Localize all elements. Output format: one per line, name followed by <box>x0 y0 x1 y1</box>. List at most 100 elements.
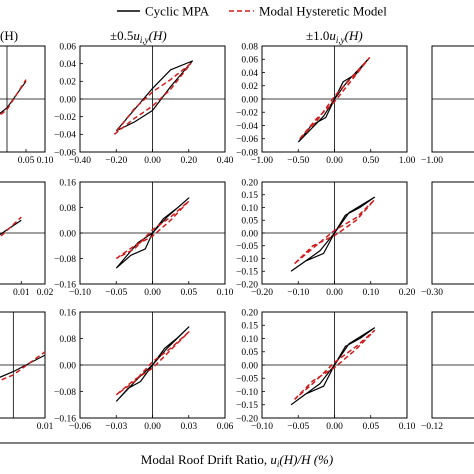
y-tick-label: −0.20 <box>236 280 258 290</box>
column-header-1: ±0.5ui,y(H) <box>110 28 167 45</box>
x-tick-label: −0.05 <box>105 288 127 298</box>
x-tick-label: 0.10 <box>362 288 379 298</box>
x-tick-label: 0.00 <box>326 156 343 166</box>
x-tick-label: −0.10 <box>251 422 273 432</box>
panel-r0c0: 0.05 0.10 <box>0 45 54 166</box>
x-tick-label: −0.03 <box>105 422 127 432</box>
x-tick-label: 0.01 <box>37 422 54 432</box>
y-tick-label: −0.10 <box>236 388 258 398</box>
panel-r2c3: −0.12 <box>421 311 474 432</box>
x-tick-label: 0.02 <box>37 288 54 298</box>
x-tick-label: 0.10 <box>37 156 54 166</box>
panel-r1c2: −0.20 −0.10 0.00 0.10 0.20 −0.20 −0.15 −0.10 −0.… <box>236 178 416 298</box>
y-tick-label: −0.08 <box>54 388 76 398</box>
y-tick-label: 0.15 <box>241 191 258 201</box>
x-tick-label: 0.00 <box>144 422 161 432</box>
series-cyclic-mpa <box>0 80 27 114</box>
series-modal-hysteretic-model <box>0 216 22 239</box>
series-group <box>113 60 193 135</box>
x-tick-label: −0.30 <box>421 288 443 298</box>
y-tick-label: 0.00 <box>59 95 76 105</box>
x-axis-label: Modal Roof Drift Ratio, ui(H)/H (%) <box>141 452 333 469</box>
x-tick-label: 0.00 <box>326 288 343 298</box>
x-tick-label: 0.03 <box>180 422 197 432</box>
x-tick-label: −0.06 <box>69 422 91 432</box>
y-tick-label: 0.00 <box>59 229 76 239</box>
y-tick-label: 0.08 <box>59 204 76 214</box>
series-modal-hysteretic-model <box>113 62 192 135</box>
x-tick-label: 0.05 <box>362 422 379 432</box>
series-modal-hysteretic-model <box>299 57 371 140</box>
y-tick-label: 0.08 <box>59 335 76 345</box>
x-tick-label: 0.00 <box>144 288 161 298</box>
y-tick-label: 0.20 <box>241 308 258 318</box>
legend-model-label: Modal Hysteretic Model <box>259 4 387 19</box>
y-tick-label: −0.16 <box>54 280 76 290</box>
x-tick-label: 0.00 <box>326 422 343 432</box>
x-tick-label: −0.05 <box>287 422 309 432</box>
x-tick-label: 0.10 <box>399 422 416 432</box>
x-tick-label: 0.05 <box>180 288 197 298</box>
panel-r1c1: −0.10 −0.05 0.00 0.05 0.10 −0.16 −0.08 0.00 0.08… <box>54 178 234 298</box>
x-tick-label: −0.12 <box>421 422 443 432</box>
panel-r2c2: −0.10 −0.05 0.00 0.05 0.10 −0.20 −0.15 −0.10 −0.… <box>236 308 416 432</box>
y-tick-label: −0.10 <box>236 255 258 265</box>
y-tick-label: 0.00 <box>241 95 258 105</box>
series-group <box>0 351 45 382</box>
x-tick-label: −0.20 <box>105 156 127 166</box>
panel-r0c3: −1.00 <box>421 45 474 166</box>
x-tick-label: −0.50 <box>287 156 309 166</box>
series-group <box>115 197 190 269</box>
legend: Cyclic MPA Modal Hysteretic Model <box>117 4 387 19</box>
column-headers: (H) ±0.5ui,y(H) ±1.0ui,y(H) <box>0 28 363 45</box>
y-tick-label: −0.05 <box>236 375 258 385</box>
x-tick-label: 0.05 <box>18 156 35 166</box>
series-group <box>0 79 27 116</box>
y-tick-label: −0.15 <box>236 401 258 411</box>
x-tick-label: 0.00 <box>144 156 161 166</box>
series-modal-hysteretic-model <box>294 199 376 265</box>
y-tick-label: −0.02 <box>236 109 258 119</box>
y-tick-label: 0.02 <box>59 78 76 88</box>
y-tick-label: 0.04 <box>241 69 258 79</box>
x-tick-label: 0.06 <box>217 422 234 432</box>
y-tick-label: −0.15 <box>236 268 258 278</box>
series-modal-hysteretic-model <box>115 331 190 396</box>
y-tick-label: 0.05 <box>241 217 258 227</box>
y-tick-label: 0.16 <box>59 308 76 318</box>
y-tick-label: 0.04 <box>59 60 76 70</box>
y-tick-label: −0.20 <box>236 414 258 424</box>
x-tick-label: 0.20 <box>399 288 416 298</box>
x-tick-label: 0.10 <box>217 288 234 298</box>
y-tick-label: 0.06 <box>59 42 76 52</box>
series-cyclic-mpa <box>290 327 375 406</box>
y-tick-label: −0.08 <box>54 255 76 265</box>
series-group <box>290 196 376 272</box>
series-cyclic-mpa <box>290 196 375 272</box>
y-tick-label: 0.15 <box>241 322 258 332</box>
x-tick-label: 0.50 <box>362 156 379 166</box>
y-tick-label: −0.05 <box>236 242 258 252</box>
x-tick-label: 0.20 <box>180 156 197 166</box>
y-tick-label: 0.20 <box>241 178 258 188</box>
series-modal-hysteretic-model <box>294 329 376 400</box>
y-tick-label: 0.00 <box>241 229 258 239</box>
panel-r1c0: 0.01 0.02 <box>0 181 54 298</box>
y-tick-label: 0.10 <box>241 335 258 345</box>
y-tick-label: 0.05 <box>241 348 258 358</box>
series-cyclic-mpa <box>0 219 22 236</box>
y-tick-label: −0.16 <box>54 414 76 424</box>
panel-r0c2: −1.00 −0.50 0.00 0.50 1.00 −0.08 −0.06 −0.04 −0.… <box>236 42 416 166</box>
series-cyclic-mpa <box>115 326 190 402</box>
column-header-0: (H) <box>0 28 18 43</box>
y-tick-label: −0.06 <box>54 148 76 158</box>
x-tick-label: 0.40 <box>217 156 234 166</box>
x-tick-label: −0.40 <box>69 156 91 166</box>
panel-r2c0: 0.01 <box>0 311 54 432</box>
y-tick-label: 0.16 <box>59 178 76 188</box>
y-tick-label: −0.08 <box>236 148 258 158</box>
series-cyclic-mpa <box>115 197 190 269</box>
series-modal-hysteretic-model <box>115 200 190 260</box>
series-modal-hysteretic-model <box>0 351 45 382</box>
